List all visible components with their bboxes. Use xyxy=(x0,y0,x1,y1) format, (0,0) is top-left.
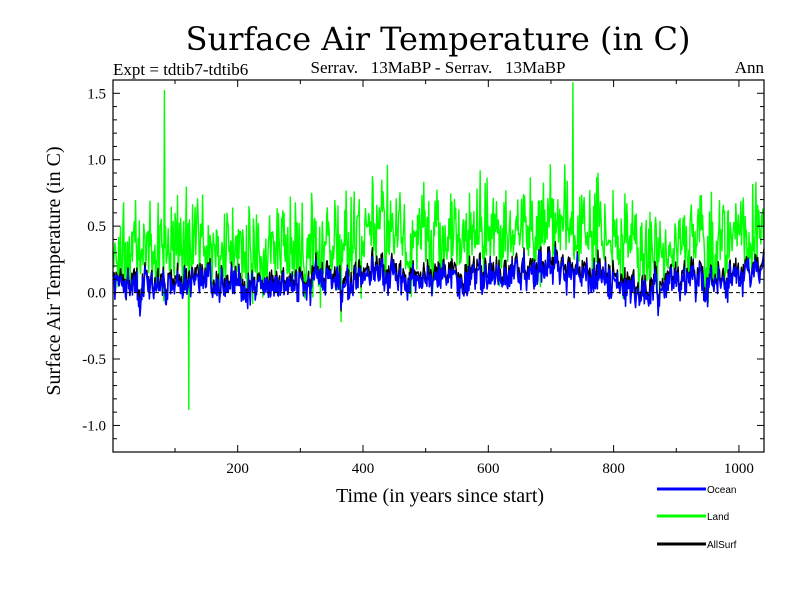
experiment-label: Expt = tdtib7-tdtib6 xyxy=(113,60,248,79)
y-axis-label: Surface Air Temperature (in C) xyxy=(43,146,65,395)
legend-label-land: Land xyxy=(707,512,729,523)
series-layer xyxy=(112,81,765,411)
x-tick-label: 1000 xyxy=(724,461,754,477)
y-tick-label: -1.0 xyxy=(82,418,106,434)
x-tick-label: 600 xyxy=(477,461,500,477)
y-tick-label: 1.5 xyxy=(87,86,106,102)
series-line-ocean xyxy=(112,246,765,317)
chart-title: Surface Air Temperature (in C) xyxy=(186,20,691,58)
y-tick-label: -0.5 xyxy=(82,352,106,368)
axis-ticks: 200 400 600 800 1000 -1.0 -0.5 0.0 0.5 1.0 1.5 xyxy=(82,80,764,477)
x-axis-label: Time (in years since start) xyxy=(336,485,544,507)
y-tick-label: 0.0 xyxy=(87,286,106,302)
x-tick-label: 800 xyxy=(602,461,625,477)
series-line-land xyxy=(112,81,765,411)
legend-label-allsurf: AllSurf xyxy=(707,540,737,551)
y-tick-label: 0.5 xyxy=(87,219,106,235)
period-label: Serrav. 13MaBP - Serrav. 13MaBP xyxy=(311,58,566,77)
season-label: Ann xyxy=(735,58,765,77)
x-tick-label: 200 xyxy=(226,461,249,477)
x-tick-label: 400 xyxy=(352,461,375,477)
y-tick-label: 1.0 xyxy=(87,153,106,169)
legend: Ocean Land AllSurf xyxy=(657,485,737,551)
legend-label-ocean: Ocean xyxy=(707,485,736,496)
